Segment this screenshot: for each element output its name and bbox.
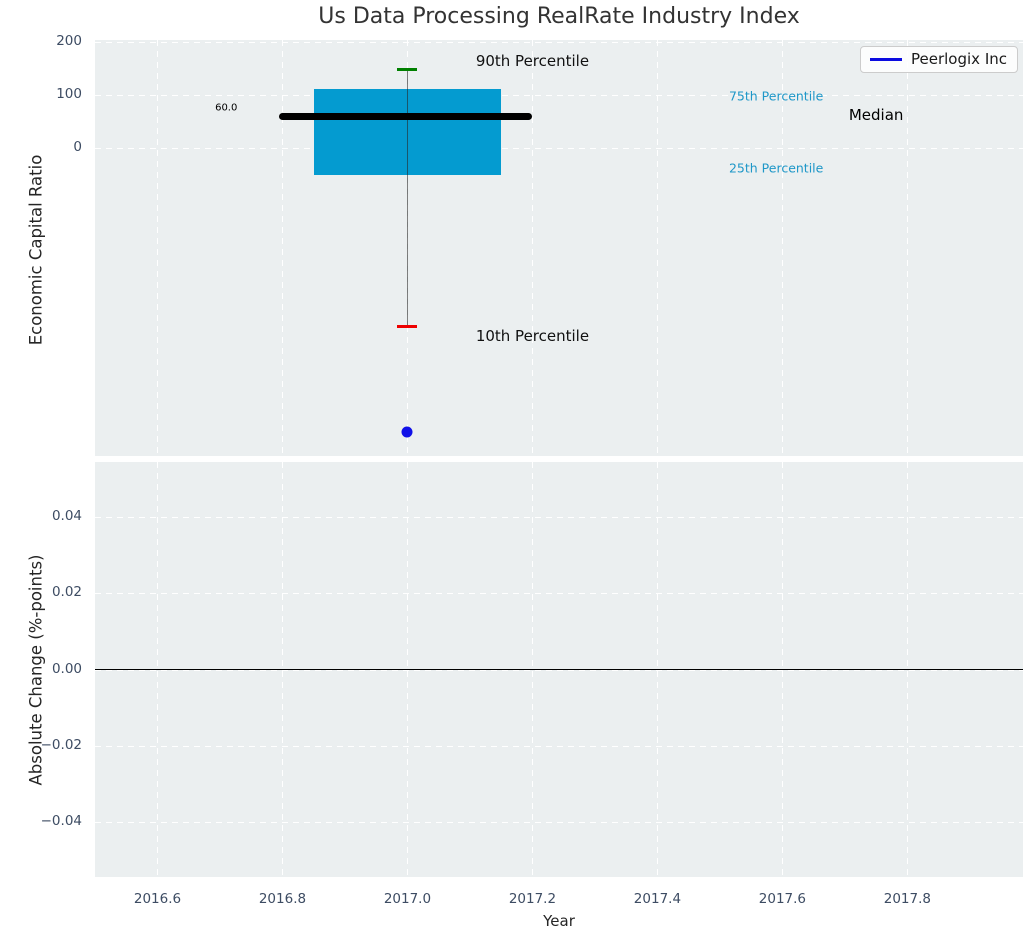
annotation-75th-percentile: 75th Percentile: [728, 88, 824, 104]
economic-capital-ratio-plot: Peerlogix Inc 60.0 90th Percentile 10th Pe…: [95, 40, 1023, 456]
h-gridline: [95, 745, 1023, 747]
chart-title: Us Data Processing RealRate Industry Ind…: [318, 4, 800, 29]
x-tick-label: 2016.8: [258, 891, 307, 907]
median-line: [279, 112, 533, 120]
legend: Peerlogix Inc: [860, 46, 1018, 73]
y-axis-label-economic-capital-ratio: Economic Capital Ratio: [26, 154, 46, 346]
h-gridline: [95, 517, 1023, 519]
annotation-25th-percentile: 25th Percentile: [728, 160, 824, 176]
y-tick-label: −0.04: [40, 812, 82, 829]
whisker-line: [406, 69, 409, 327]
x-tick-label: 2016.6: [133, 891, 182, 907]
v-gridline: [782, 40, 784, 456]
annotation-median: Median: [848, 105, 904, 124]
zero-line: [95, 668, 1023, 671]
absolute-change-plot: [95, 462, 1023, 877]
legend-line-sample: [870, 57, 902, 61]
annotation-10th-percentile: 10th Percentile: [475, 326, 590, 345]
x-tick-label: 2017.2: [508, 891, 557, 907]
h-gridline: [95, 42, 1023, 44]
x-tick-label: 2017.0: [383, 891, 432, 907]
legend-label: Peerlogix Inc: [911, 50, 1007, 68]
data-point-peerlogix-inc: [401, 426, 413, 438]
v-gridline: [907, 40, 909, 456]
x-axis-label-year: Year: [543, 912, 575, 930]
x-tick-label: 2017.4: [633, 891, 682, 907]
x-tick-label: 2017.6: [758, 891, 807, 907]
v-gridline: [157, 40, 159, 456]
annotation-60-0: 60.0: [215, 102, 238, 114]
y-axis-label-absolute-change: Absolute Change (%-points): [26, 554, 46, 786]
x-tick-label: 2017.8: [883, 891, 931, 907]
h-gridline: [95, 593, 1023, 595]
h-gridline: [95, 148, 1023, 150]
v-gridline: [532, 40, 534, 456]
cap-90th-percentile: [396, 68, 418, 71]
annotation-90th-percentile: 90th Percentile: [475, 51, 590, 70]
h-gridline: [95, 821, 1023, 823]
y-tick-label: 0.04: [51, 508, 82, 525]
y-tick-label: 200: [56, 33, 82, 50]
cap-10th-percentile: [396, 325, 418, 328]
v-gridline: [282, 40, 284, 456]
y-tick-label: 100: [56, 86, 82, 103]
y-tick-label: 0: [73, 139, 82, 156]
v-gridline: [657, 40, 659, 456]
h-gridline: [95, 95, 1023, 97]
